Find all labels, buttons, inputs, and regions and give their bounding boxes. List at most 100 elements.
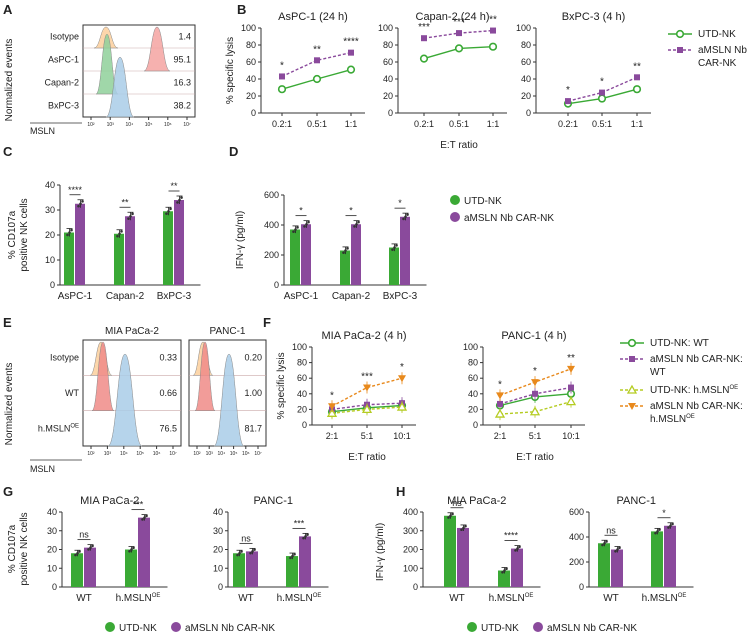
chart-D-dot [342,251,345,254]
chart-G1-xtick-label: h.MSLNOE [116,593,161,604]
chart-H2-title: PANC-1 [616,495,656,507]
panelA-xlabel: MSLN [30,126,55,136]
chart-H2-dot [618,546,621,549]
legendG-car-swatch [171,622,181,632]
chart-H2-ytick-label: 200 [569,557,584,567]
panelE-mia-xtick-label: 10⁷ [169,451,177,457]
chart-B3-point [597,94,607,103]
panelE-panc-value: 81.7 [244,423,262,433]
chart-G1-ytick-label: 30 [47,526,57,536]
chart-B2-xtick-label: 0.5:1 [449,119,469,129]
chart-H2-dot [671,522,674,526]
panelE-panc-xtick-label: 10² [193,451,201,457]
chart-C-ytick-label: 30 [45,205,55,215]
chart-B1-xtick-label: 0.2:1 [272,119,292,129]
panelE-panc-xtick-label: 10⁴ [218,451,226,457]
chart-H2-ytick-label: 600 [569,507,584,517]
chart-G2-dot [236,553,239,557]
chart-H2-dot [601,543,604,547]
chart-D-dot [404,215,407,219]
chart-B2-significance: *** [418,22,430,33]
chart-B3-ytick-label: 100 [516,23,531,33]
chart-H2-ytick-label: 0 [579,582,584,592]
chart-B3-xtick-label: 0.2:1 [558,119,578,129]
chart-F2-significance: ** [567,353,575,364]
chart-B1-point [312,74,322,84]
legendH-car-swatch [533,622,543,632]
chart-G1-dot [145,514,148,518]
chart-C-ytick-label: 0 [50,280,55,290]
chart-D-ytick-label: 600 [264,190,279,200]
chart-H1-xtick-label: h.MSLNOE [489,593,534,604]
panelA-row-label: Isotype [50,32,79,42]
chart-B2-ytick-label: 80 [383,40,393,50]
chart-D-dot [357,220,360,224]
chart-D-dot [296,226,299,229]
chart-G2-ytick-label: 20 [213,545,223,555]
chart-F1-significance: * [400,362,404,373]
chart-H1-bar [444,515,456,587]
chart-F2-point [497,400,503,407]
legendG-utd-swatch [105,622,115,632]
chart-F2-point [531,379,539,387]
chart-B3-point [565,98,571,105]
chart-B2-point [490,27,496,34]
chart-H1-ytick-label: 300 [403,526,418,536]
chart-D-dot [303,225,306,228]
chart-D-dot [406,213,409,216]
legendH-utd-swatch [467,622,477,632]
chart-B1-point [348,49,354,56]
chart-D-ylabel: IFN-γ (pg/ml) [235,211,246,269]
chart-F2-point [568,384,574,391]
chart-B1-ytick-label: 40 [246,74,256,84]
legendB-utd-label: UTD-NK [698,29,736,40]
panelA-value: 95.1 [173,55,191,65]
chart-C-dot [180,196,183,199]
panelE-panc-xtick-label: 10⁵ [230,451,238,457]
chart-G2-dot [251,550,254,553]
chart-D-ytick-label: 0 [274,280,279,290]
chart-H1-dot [503,569,506,572]
chart-C-bar [125,216,135,285]
chart-H2-bar [611,549,623,587]
panelA-row-label: AsPC-1 [48,55,79,65]
chart-G2-dot [240,550,243,553]
chart-D-xtick-label: Capan-2 [332,291,371,302]
chart-G1-bar [125,549,137,587]
chart-H2-dot [658,528,661,531]
chart-B1-series-line [281,51,352,78]
chart-G2-dot [293,552,296,556]
panelE-panc-xtick-label: 10⁷ [254,451,262,457]
chart-H2-ytick-label: 400 [569,532,584,542]
legendF-car-oe-label: aMSLN Nb CAR-NK: [650,401,743,412]
legendD-utd-swatch [450,195,460,205]
chart-B1-ytick-label: 100 [241,23,256,33]
panelA-xtick-label: 10⁶ [164,122,172,128]
chart-G1-title: MIA PaCa-2 [80,495,139,507]
legendB-utd-swatch-marker [675,29,685,39]
panelA-value: 1.4 [178,32,191,42]
legendB-car-label-cont: CAR-NK [698,58,737,69]
chart-D-bar [301,224,311,285]
chart-D-dot [391,248,394,251]
chart-C-bar [114,233,124,285]
chart-G2-xtick-label: h.MSLNOE [277,593,322,604]
chart-D-dot [393,246,396,249]
chart-F2-xtick-label: 5:1 [529,431,542,441]
chart-D-ytick-label: 200 [264,250,279,260]
panel-label-F: F [263,315,271,330]
panelE-mia-xtick-label: 10⁶ [153,451,161,457]
panel-label-B: B [237,2,246,17]
chart-C-xtick-label: AsPC-1 [58,291,93,302]
panel-label-E: E [3,315,12,330]
chart-C-dot [116,234,119,238]
chart-H2-bar [664,525,676,587]
chart-H2-dot [603,541,606,545]
chart-B2-ytick-label: 20 [383,91,393,101]
panelE-xlabel: MSLN [30,464,55,474]
chart-C-dot [120,230,123,233]
legendD-utd-label: UTD-NK [464,196,502,207]
chart-H1-dot [451,512,454,516]
legendF-utd-wt-swatch-marker [627,338,637,348]
chart-G1-dot [132,546,135,549]
